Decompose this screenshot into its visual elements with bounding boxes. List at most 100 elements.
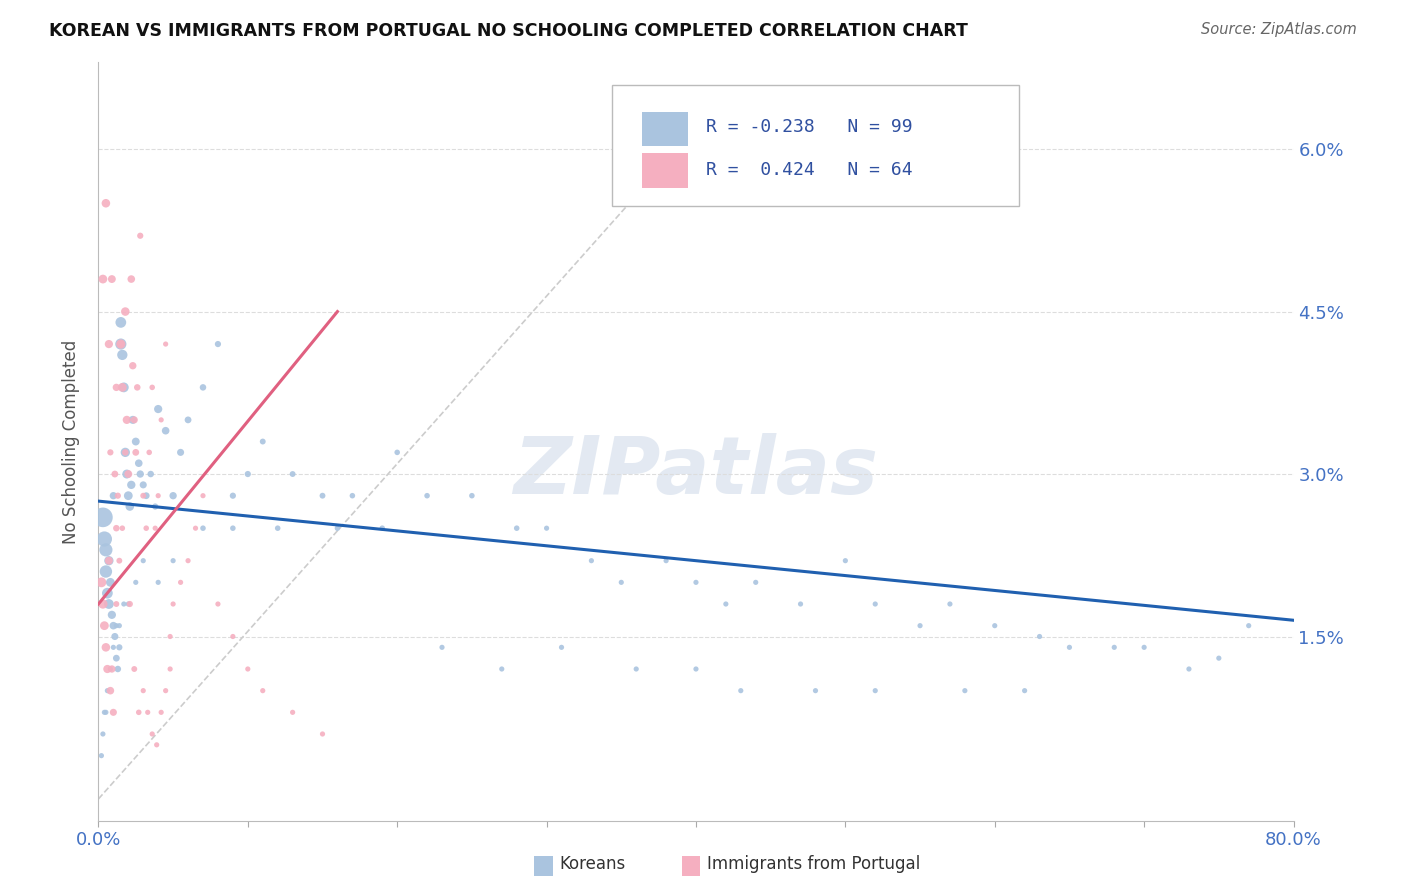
Point: [101, 272, 124, 286]
Point: [108, 618, 131, 632]
Point: [111, 348, 134, 362]
Point: [865, 597, 887, 611]
Point: [311, 489, 333, 503]
Point: [730, 683, 752, 698]
Point: [97, 554, 120, 568]
Point: [416, 489, 439, 503]
Point: [326, 521, 349, 535]
Point: [939, 597, 962, 611]
Point: [191, 489, 214, 503]
Text: Source: ZipAtlas.com: Source: ZipAtlas.com: [1201, 22, 1357, 37]
Point: [111, 521, 134, 535]
Point: [1178, 662, 1201, 676]
Point: [103, 640, 125, 655]
Point: [105, 380, 128, 394]
Point: [127, 380, 149, 394]
Point: [162, 597, 184, 611]
Point: [90, 748, 112, 763]
Point: [491, 662, 513, 676]
Text: Koreans: Koreans: [560, 855, 626, 873]
Point: [132, 554, 155, 568]
Point: [385, 445, 409, 459]
Point: [125, 575, 148, 590]
Point: [139, 467, 162, 481]
Point: [114, 445, 136, 459]
Point: [129, 228, 152, 243]
Point: [222, 630, 245, 644]
Point: [162, 489, 184, 503]
Point: [281, 706, 304, 720]
Point: [117, 467, 139, 481]
Point: [610, 575, 633, 590]
Point: [124, 413, 146, 427]
Point: [94, 196, 117, 211]
Point: [114, 304, 136, 318]
Point: [550, 640, 572, 655]
Point: [1208, 651, 1230, 665]
Point: [155, 683, 177, 698]
Point: [984, 618, 1007, 632]
Point: [1133, 640, 1156, 655]
FancyBboxPatch shape: [613, 85, 1019, 207]
Y-axis label: No Schooling Completed: No Schooling Completed: [62, 340, 80, 543]
Point: [103, 706, 125, 720]
Point: [94, 565, 117, 579]
Point: [135, 521, 157, 535]
Point: [114, 445, 136, 459]
Point: [236, 662, 259, 676]
Point: [169, 445, 191, 459]
Text: KOREAN VS IMMIGRANTS FROM PORTUGAL NO SCHOOLING COMPLETED CORRELATION CHART: KOREAN VS IMMIGRANTS FROM PORTUGAL NO SC…: [49, 22, 969, 40]
Point: [108, 554, 131, 568]
Point: [118, 597, 141, 611]
Text: ZIPatlas: ZIPatlas: [513, 433, 879, 511]
Point: [685, 575, 707, 590]
Point: [107, 489, 129, 503]
Point: [311, 727, 333, 741]
Point: [714, 597, 737, 611]
Point: [136, 706, 159, 720]
Point: [101, 662, 124, 676]
Point: [135, 489, 157, 503]
Point: [91, 597, 114, 611]
Point: [685, 662, 707, 676]
Point: [110, 315, 132, 329]
Point: [93, 706, 115, 720]
Point: [98, 662, 122, 676]
Point: [124, 662, 146, 676]
Point: [804, 683, 827, 698]
Point: [536, 521, 558, 535]
Point: [626, 662, 648, 676]
Point: [252, 683, 274, 698]
Point: [148, 402, 170, 417]
Point: [96, 586, 118, 600]
Point: [834, 554, 856, 568]
Text: R =  0.424   N = 64: R = 0.424 N = 64: [706, 161, 912, 179]
Point: [108, 640, 131, 655]
Point: [112, 597, 135, 611]
Point: [101, 607, 124, 622]
Point: [97, 597, 120, 611]
Point: [132, 478, 155, 492]
Point: [191, 380, 214, 394]
Point: [125, 445, 148, 459]
Point: [371, 521, 394, 535]
Point: [155, 337, 177, 351]
Point: [91, 727, 114, 741]
Point: [169, 575, 191, 590]
Point: [143, 521, 166, 535]
Point: [104, 467, 127, 481]
Point: [115, 413, 138, 427]
Point: [506, 521, 529, 535]
Point: [207, 337, 229, 351]
Point: [96, 683, 118, 698]
Point: [121, 359, 143, 373]
Point: [105, 618, 128, 632]
Point: [132, 489, 155, 503]
Point: [145, 738, 167, 752]
Point: [138, 445, 160, 459]
Point: [865, 683, 887, 698]
Point: [655, 554, 678, 568]
Point: [107, 662, 129, 676]
Point: [1028, 630, 1050, 644]
Point: [105, 521, 128, 535]
